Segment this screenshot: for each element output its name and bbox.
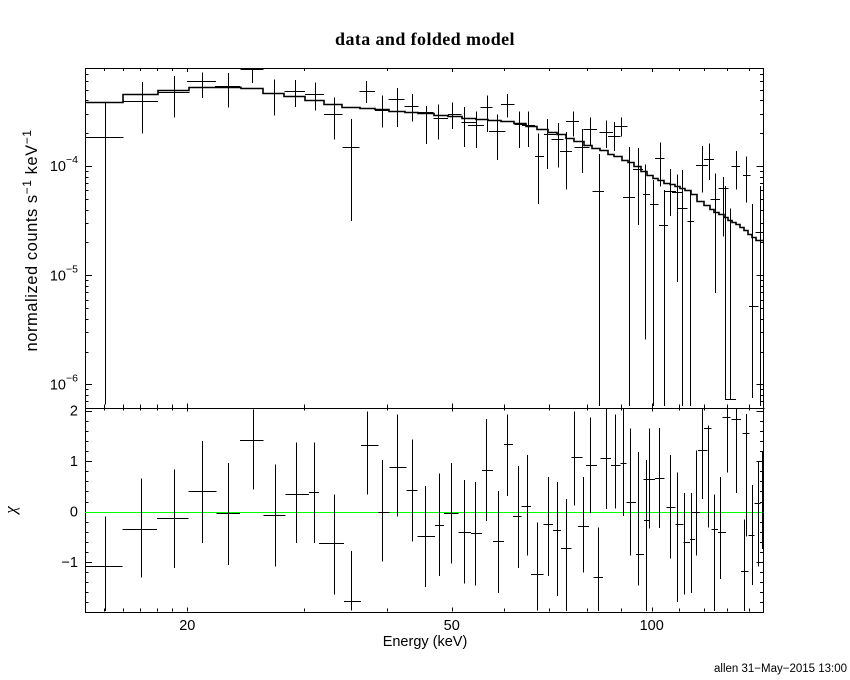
svg-text:allen 31−May−2015 13:00: allen 31−May−2015 13:00 — [714, 663, 847, 675]
svg-text:2: 2 — [70, 404, 78, 420]
svg-text:−5: −5 — [66, 263, 78, 275]
svg-text:0: 0 — [70, 505, 78, 521]
svg-text:data and folded model: data and folded model — [335, 29, 515, 49]
svg-text:100: 100 — [640, 618, 664, 634]
svg-text:−4: −4 — [66, 154, 78, 166]
svg-text:χ: χ — [1, 506, 20, 516]
svg-text:20: 20 — [179, 618, 195, 634]
svg-text:normalized counts s−1 keV−1: normalized counts s−1 keV−1 — [20, 130, 41, 352]
svg-text:−1: −1 — [61, 555, 78, 571]
svg-text:1: 1 — [70, 454, 78, 470]
svg-text:10: 10 — [50, 268, 66, 284]
svg-text:50: 50 — [444, 618, 460, 634]
svg-text:10: 10 — [50, 159, 66, 175]
svg-text:−6: −6 — [66, 373, 78, 385]
svg-text:10: 10 — [50, 378, 66, 394]
svg-text:Energy (keV): Energy (keV) — [383, 634, 468, 650]
